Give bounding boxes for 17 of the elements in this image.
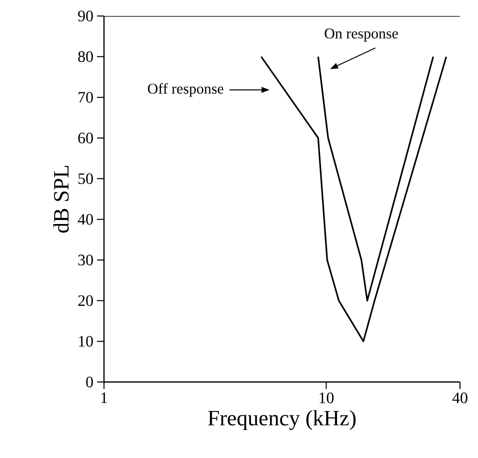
x-axis-title: Frequency (kHz) — [208, 410, 356, 430]
y-tick-label: 80 — [78, 51, 93, 62]
y-tick-label: 60 — [78, 132, 93, 144]
y-tick-label: 40 — [78, 214, 93, 225]
y-tick-label: 30 — [78, 254, 93, 266]
y-tick-label: 90 — [78, 10, 93, 22]
y-tick-label: 0 — [86, 376, 93, 388]
x-tick-label: 10 — [320, 392, 334, 404]
annotation: Off response — [148, 83, 224, 97]
y-tick-label: 50 — [78, 173, 93, 184]
x-tick-label: 40 — [452, 392, 468, 404]
y-tick-label: 20 — [78, 295, 93, 306]
annotation: On response — [324, 28, 398, 42]
x-tick-label: 1 — [101, 392, 108, 404]
y-axis-title: dB SPL — [53, 166, 69, 233]
y-tick-label: 10 — [78, 336, 93, 347]
y-tick-label: 70 — [78, 92, 93, 103]
